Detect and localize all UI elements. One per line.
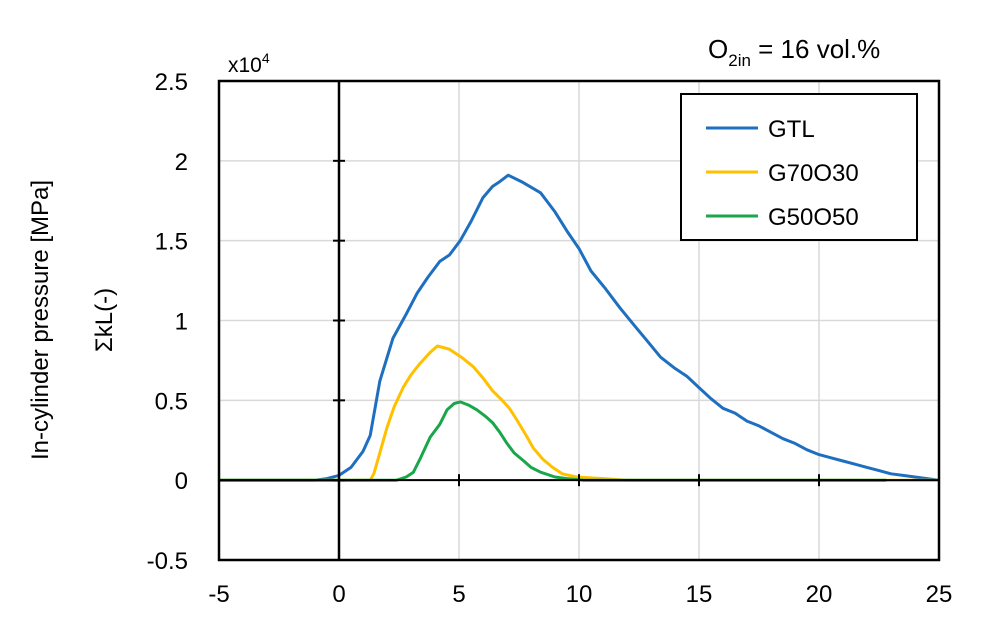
- tick-labels: -5 0 5 10 15 20 25 -0.5 0 0.5 1 1.5 2 2.5: [147, 69, 953, 608]
- y-tick-label: 1: [175, 309, 188, 336]
- x-tick-label: -5: [208, 581, 229, 608]
- axes: [217, 79, 941, 562]
- series-line-g70o30: [219, 344, 939, 482]
- y-tick-label: 2.5: [155, 69, 188, 96]
- series-line-g50o50: [219, 400, 887, 482]
- y-tick-label: 0: [175, 468, 188, 495]
- legend-label: G70O30: [768, 160, 859, 187]
- multiplier-label: x104: [228, 50, 270, 77]
- y-axis-label-pressure: In-cylinder pressure [MPa]: [27, 180, 54, 460]
- y-tick-label: 1.5: [155, 229, 188, 256]
- x-tick-label: 25: [926, 581, 953, 608]
- series-line-gtl: [219, 173, 940, 482]
- legend-label: GTL: [768, 116, 815, 143]
- x-tick-label: 20: [806, 581, 833, 608]
- plot-frame: [217, 79, 941, 562]
- legend: GTL G70O30 G50O50: [680, 93, 918, 241]
- y-tick-label: 0.5: [155, 388, 188, 415]
- x-tick-label: 15: [686, 581, 713, 608]
- y-axis-label-skl: ΣkL(-): [91, 288, 118, 352]
- y-tick-label: 2: [175, 149, 188, 176]
- annotation-o2: O2in = 16 vol.%: [708, 34, 880, 70]
- y-tick-label: -0.5: [147, 548, 188, 575]
- legend-label: G50O50: [768, 204, 859, 231]
- x-tick-label: 5: [452, 581, 465, 608]
- x-tick-label: 0: [332, 581, 345, 608]
- x-tick-label: 10: [566, 581, 593, 608]
- series-layer: [219, 173, 940, 482]
